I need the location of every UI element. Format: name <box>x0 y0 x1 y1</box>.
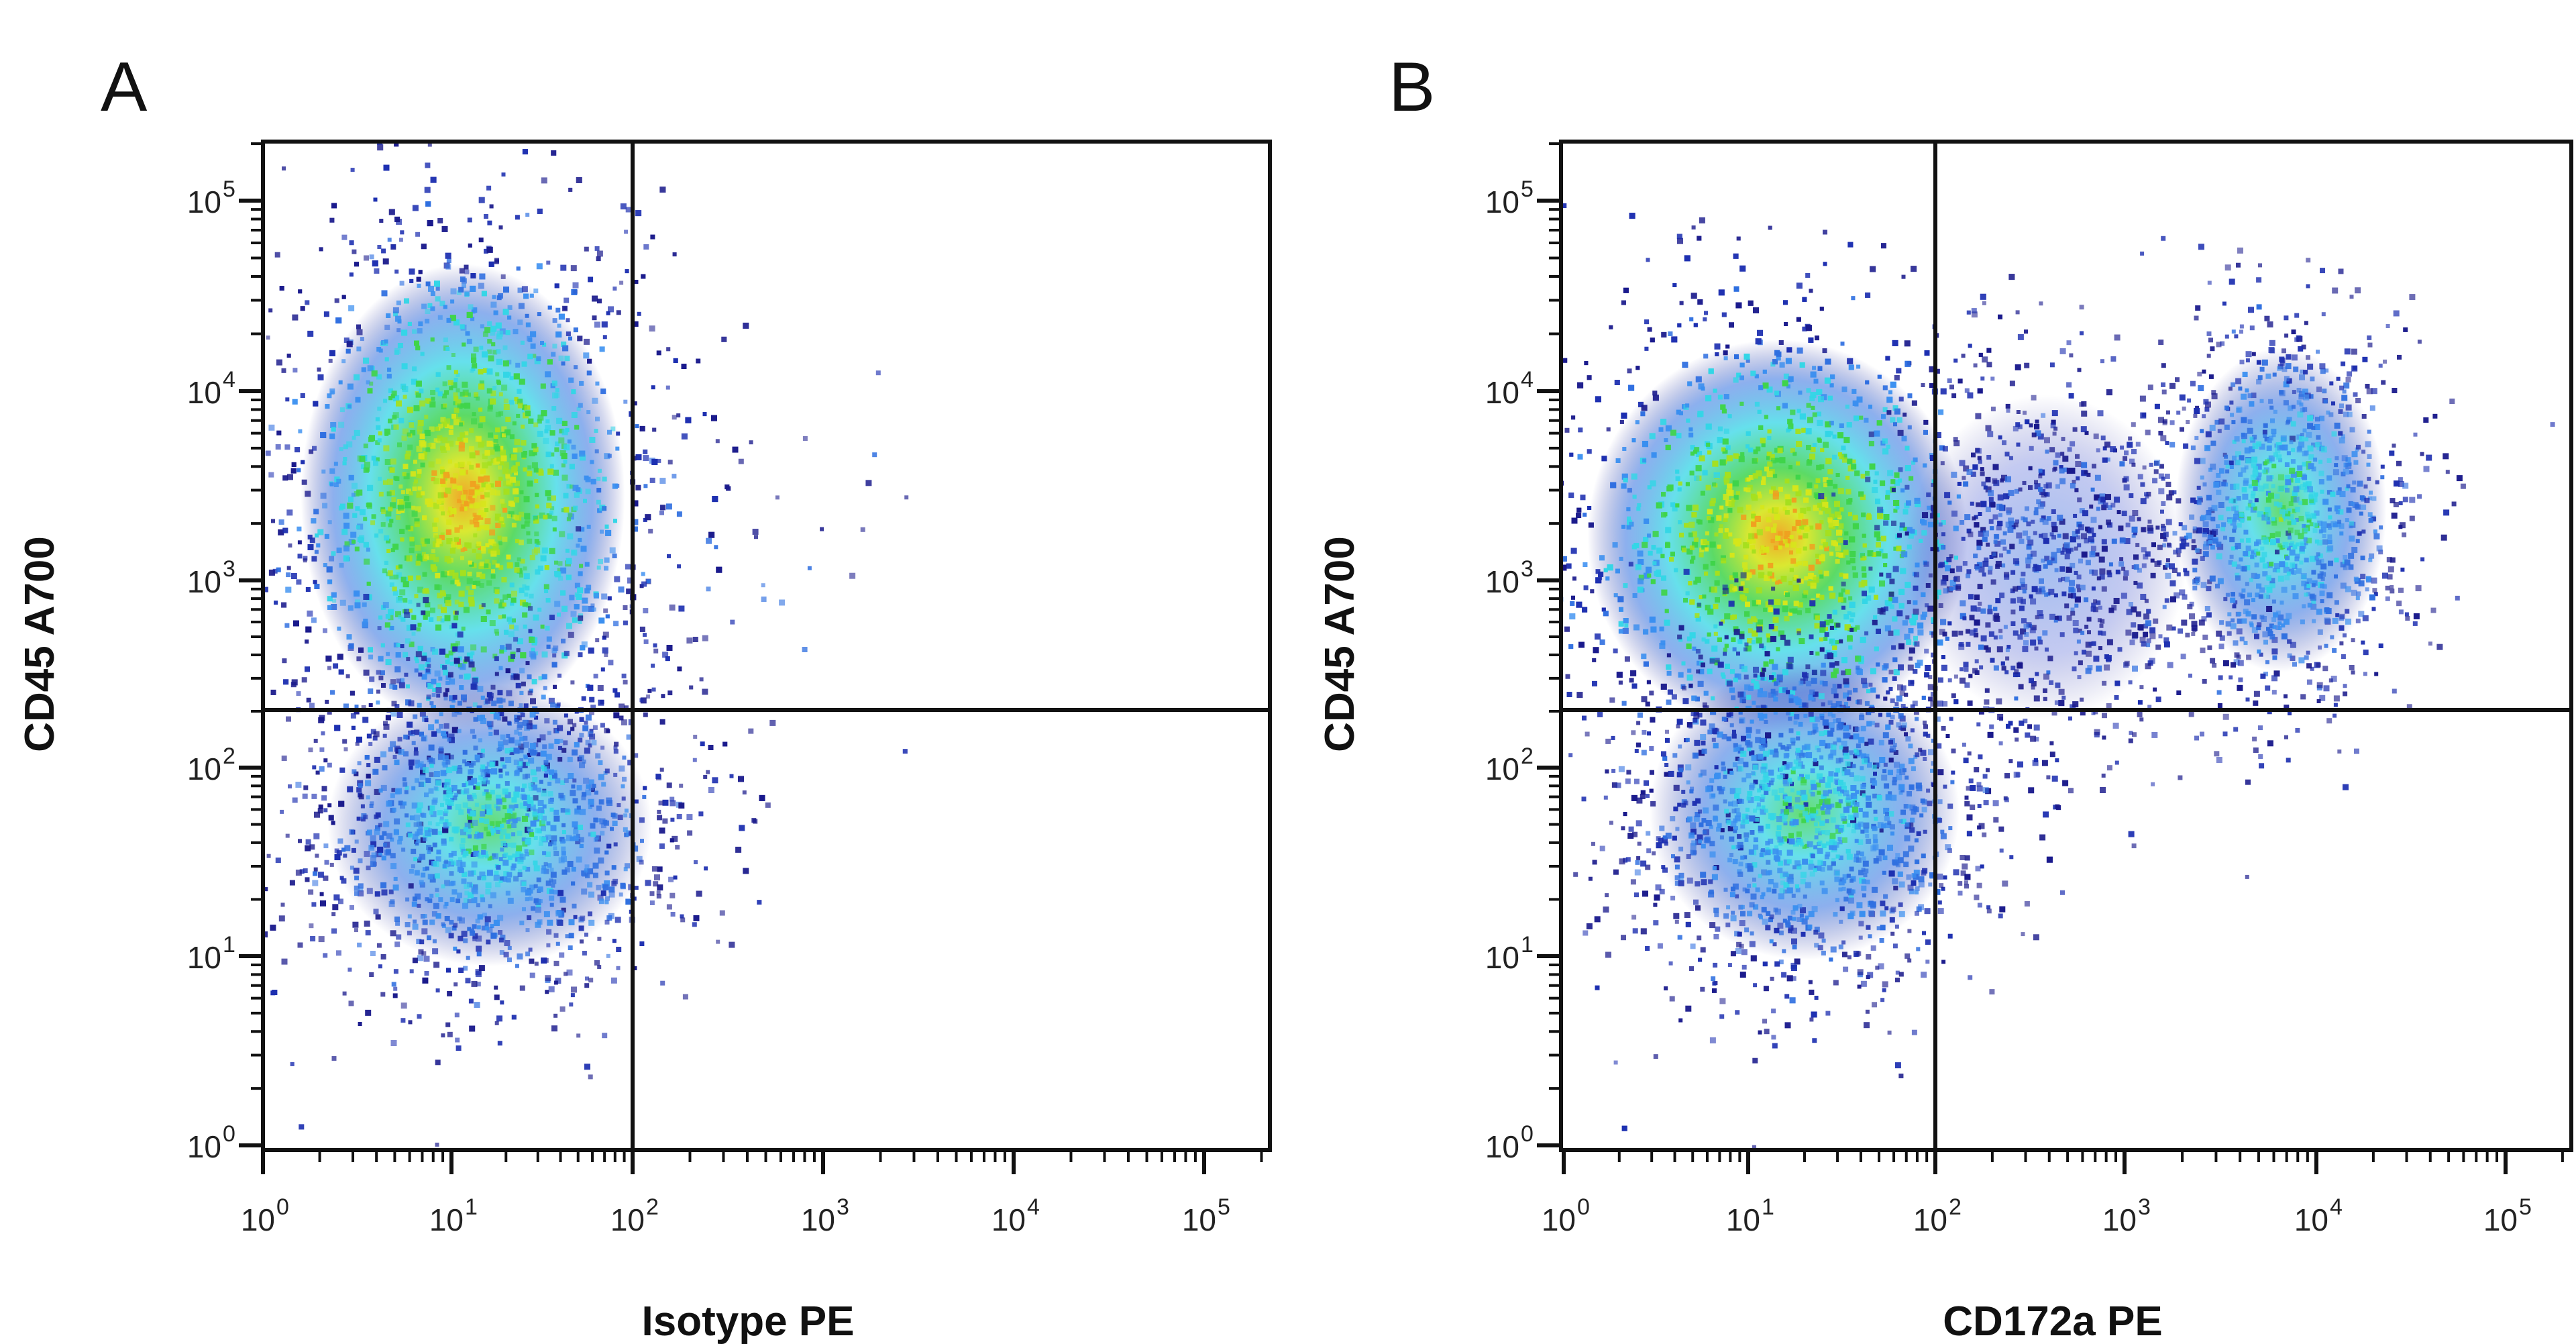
y-tick-label: 10 <box>187 1129 221 1164</box>
x-axis-title-b: CD172a PE <box>1943 1298 2162 1344</box>
x-tick-exponent: 0 <box>276 1194 289 1220</box>
y-tick-label: 10 <box>1485 185 1519 219</box>
y-tick-exponent: 4 <box>1521 367 1534 393</box>
x-tick-label: 10 <box>429 1202 464 1237</box>
x-tick-label: 10 <box>991 1202 1026 1237</box>
y-tick-label: 10 <box>1485 1129 1519 1164</box>
x-axis-title-a: Isotype PE <box>642 1298 855 1344</box>
x-tick-label: 10 <box>1726 1202 1760 1237</box>
y-axis-title-a: CD45 A700 <box>17 536 63 752</box>
x-tick-label: 10 <box>241 1202 275 1237</box>
x-tick-label: 10 <box>1913 1202 1947 1237</box>
x-tick-exponent: 2 <box>646 1194 659 1220</box>
y-tick-label: 10 <box>1485 564 1519 599</box>
x-tick-label: 10 <box>610 1202 645 1237</box>
panel-letter-b: B <box>1389 48 1435 126</box>
y-tick-exponent: 2 <box>223 743 235 769</box>
x-tick-label: 10 <box>1542 1202 1576 1237</box>
y-axis-title-b: CD45 A700 <box>1317 536 1363 752</box>
y-tick-exponent: 3 <box>223 556 235 582</box>
y-tick-exponent: 0 <box>223 1121 235 1147</box>
x-tick-exponent: 5 <box>1218 1194 1230 1220</box>
x-tick-exponent: 4 <box>2330 1194 2343 1220</box>
y-tick-exponent: 1 <box>1521 932 1534 958</box>
y-tick-label: 10 <box>187 375 221 410</box>
y-tick-label: 10 <box>187 564 221 599</box>
y-tick-exponent: 5 <box>1521 176 1534 202</box>
y-tick-exponent: 2 <box>1521 743 1534 769</box>
y-tick-label: 10 <box>1485 940 1519 975</box>
x-tick-exponent: 3 <box>837 1194 849 1220</box>
plot-frame-b <box>1559 140 2573 1152</box>
x-tick-label: 10 <box>801 1202 835 1237</box>
x-tick-exponent: 4 <box>1027 1194 1040 1220</box>
event-dots-a <box>263 142 909 1147</box>
x-tick-exponent: 5 <box>2519 1194 2532 1220</box>
x-axis-b: 10 0 10 1 10 2 10 3 10 4 10 5 <box>1542 1150 2564 1237</box>
x-tick-exponent: 0 <box>1577 1194 1590 1220</box>
y-tick-exponent: 0 <box>1521 1121 1534 1147</box>
x-tick-exponent: 2 <box>1949 1194 1962 1220</box>
x-tick-label: 10 <box>1182 1202 1216 1237</box>
x-tick-exponent: 1 <box>1762 1194 1774 1220</box>
y-tick-label: 10 <box>187 185 221 219</box>
y-tick-label: 10 <box>1485 375 1519 410</box>
y-tick-label: 10 <box>187 940 221 975</box>
x-tick-exponent: 3 <box>2138 1194 2151 1220</box>
x-tick-label: 10 <box>2483 1202 2518 1237</box>
x-tick-label: 10 <box>2294 1202 2328 1237</box>
y-tick-exponent: 3 <box>1521 556 1534 582</box>
y-tick-label: 10 <box>187 752 221 786</box>
x-tick-label: 10 <box>2102 1202 2137 1237</box>
x-axis-a: 10 0 10 1 10 2 10 3 10 4 10 5 <box>241 1150 1263 1237</box>
panel-letter-a: A <box>101 48 148 126</box>
y-tick-exponent: 1 <box>223 932 235 958</box>
y-tick-label: 10 <box>1485 752 1519 786</box>
y-tick-exponent: 5 <box>223 176 235 202</box>
y-tick-exponent: 4 <box>223 367 235 393</box>
x-tick-exponent: 1 <box>465 1194 478 1220</box>
